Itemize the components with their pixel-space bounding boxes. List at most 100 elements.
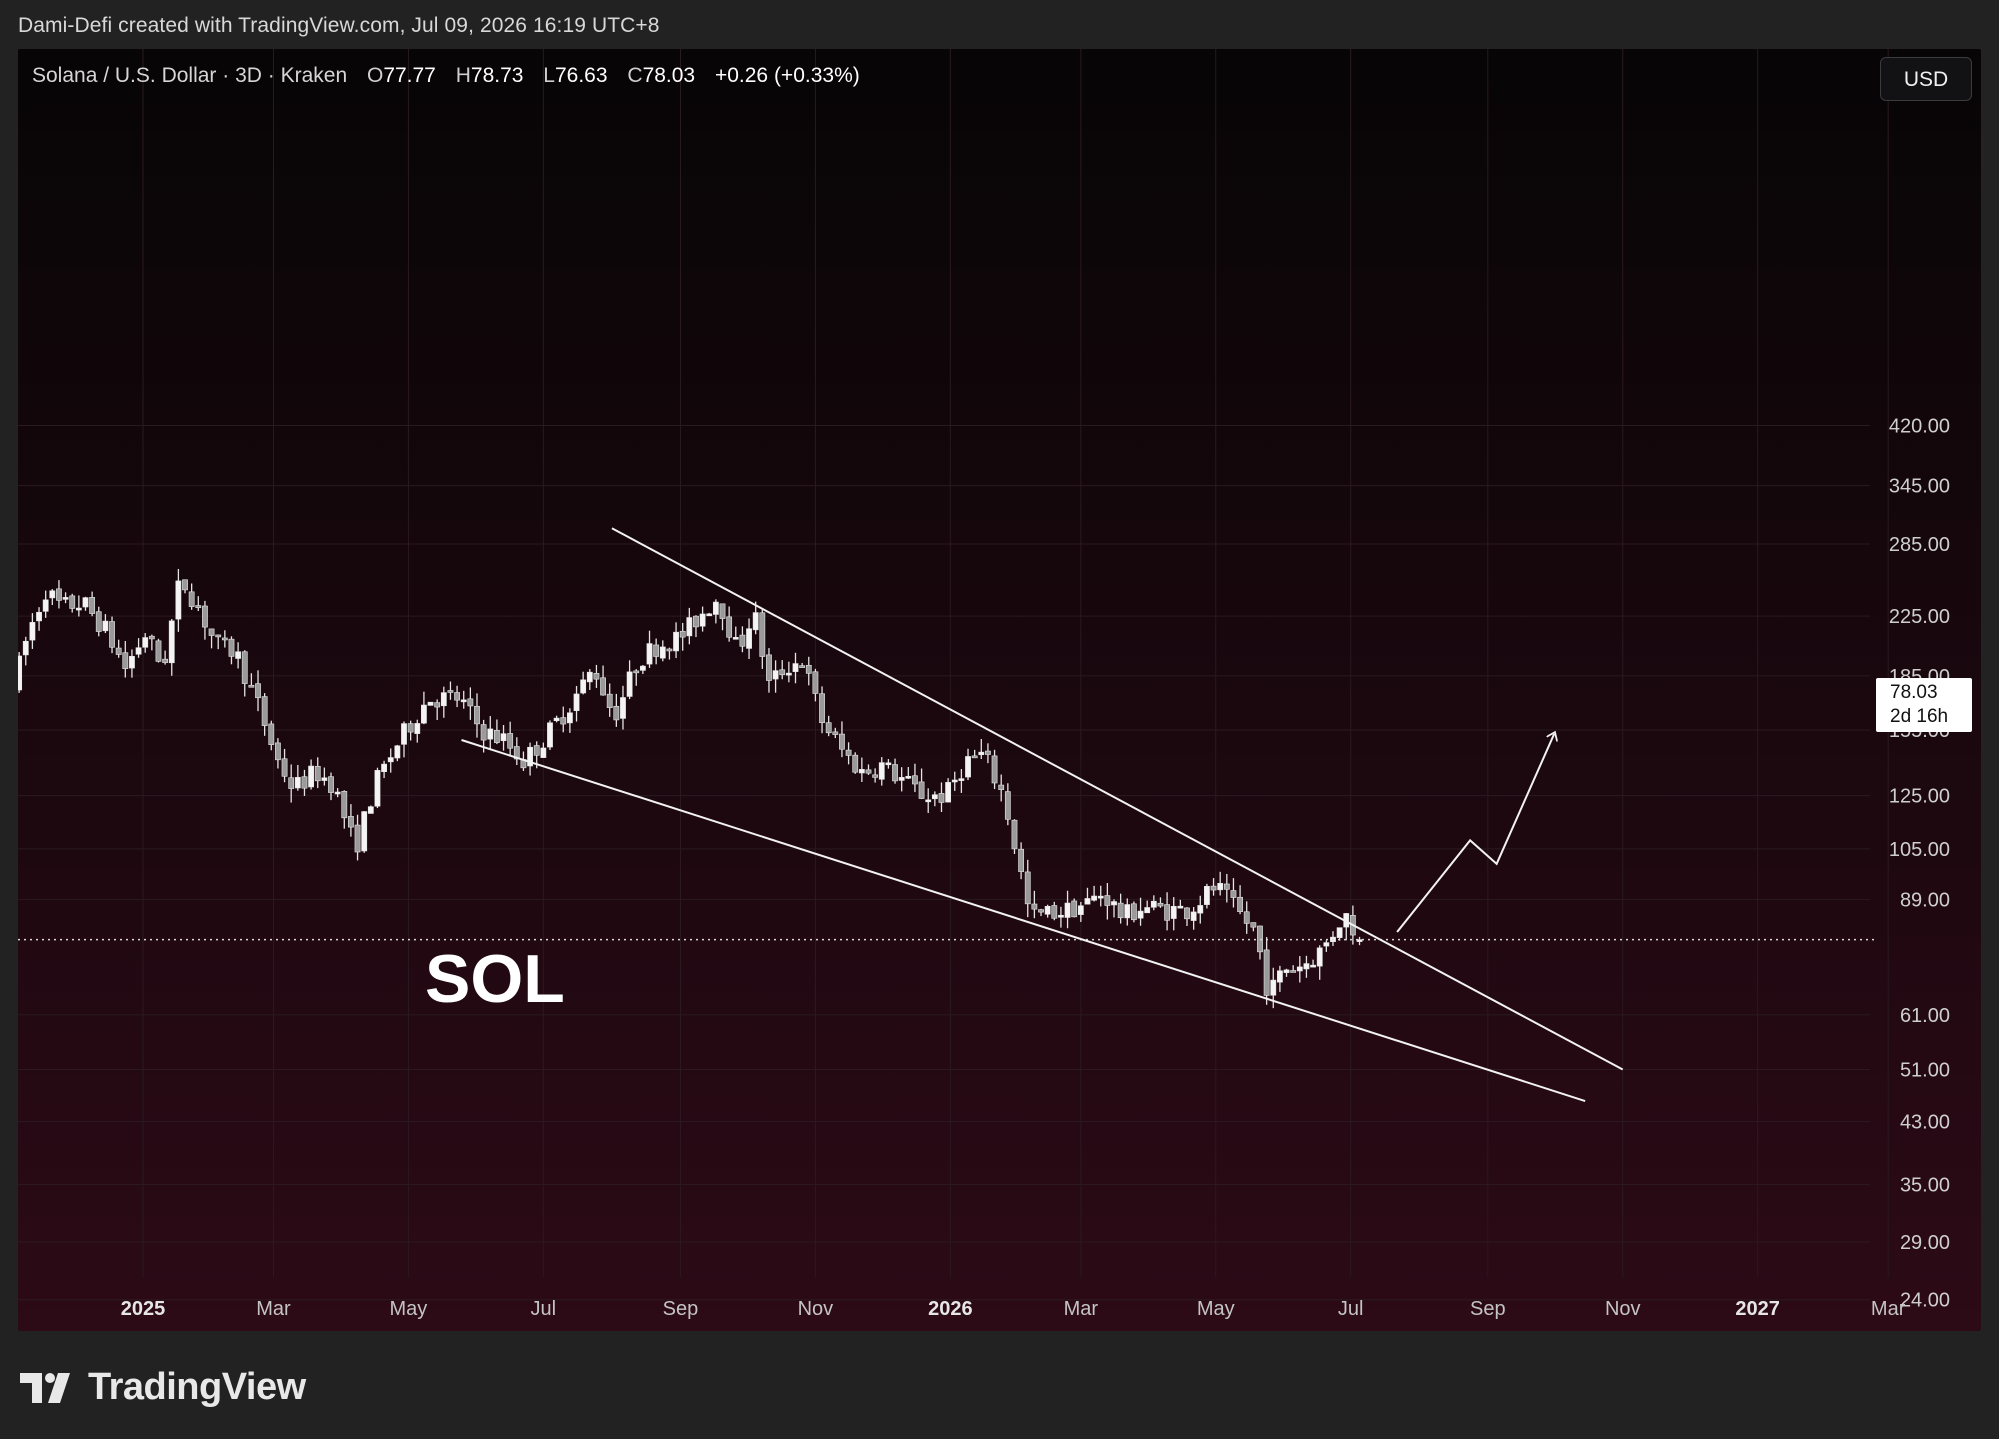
candle-body bbox=[440, 692, 447, 707]
candle-body bbox=[686, 617, 693, 637]
candle-body bbox=[825, 722, 832, 734]
candle-body bbox=[812, 671, 819, 694]
candles bbox=[18, 568, 1363, 1009]
candle-body bbox=[268, 723, 275, 745]
candle-body bbox=[772, 670, 779, 680]
candle-body bbox=[752, 612, 759, 631]
candle-body bbox=[261, 696, 268, 726]
candle-body bbox=[1310, 964, 1316, 968]
candle-body bbox=[792, 663, 799, 672]
x-tick-label: 2027 bbox=[1735, 1298, 1780, 1320]
price-chart[interactable]: 14.9017.5020.5024.0029.0035.0043.0051.00… bbox=[18, 49, 1981, 1331]
chart-background bbox=[18, 49, 1981, 1331]
candle-body bbox=[1270, 979, 1277, 996]
candle-body bbox=[547, 722, 553, 748]
candle-body bbox=[195, 605, 202, 609]
candle-body bbox=[613, 705, 620, 721]
candle-body bbox=[1104, 895, 1111, 906]
y-tick-label: 420.00 bbox=[1889, 416, 1950, 438]
candle-body bbox=[1257, 925, 1263, 953]
candle-body bbox=[606, 693, 613, 708]
candle-body bbox=[109, 621, 115, 648]
symbol-legend: Solana / U.S. Dollar · 3D · Kraken O77.7… bbox=[32, 64, 860, 88]
y-tick-label: 35.00 bbox=[1900, 1175, 1950, 1197]
candle-body bbox=[29, 622, 36, 641]
legend-open-label: O bbox=[366, 64, 384, 87]
candle-body bbox=[1223, 883, 1230, 890]
candle-body bbox=[221, 637, 228, 641]
candle-body bbox=[447, 690, 454, 693]
candle-body bbox=[18, 655, 23, 691]
candle-body bbox=[1290, 970, 1297, 973]
candle-body bbox=[925, 799, 932, 803]
candle-body bbox=[1077, 905, 1084, 915]
candle-body bbox=[706, 613, 713, 617]
candle-body bbox=[474, 705, 480, 725]
x-tick-label: Mar bbox=[1064, 1298, 1099, 1320]
candle-body bbox=[666, 648, 673, 652]
candle-body bbox=[1137, 910, 1144, 919]
candle-body bbox=[493, 729, 500, 743]
candle-body bbox=[1111, 901, 1117, 906]
candle-body bbox=[215, 634, 222, 638]
candle-body bbox=[361, 811, 368, 852]
y-tick-label: 24.00 bbox=[1900, 1290, 1950, 1312]
candle-body bbox=[759, 612, 766, 657]
candle-body bbox=[653, 644, 660, 657]
candle-body bbox=[593, 673, 600, 680]
candle-body bbox=[75, 607, 82, 611]
candle-body bbox=[1004, 791, 1011, 820]
candle-body bbox=[1276, 970, 1283, 983]
candle-body bbox=[36, 611, 42, 622]
projection-arrow bbox=[1396, 734, 1554, 933]
candle-body bbox=[1097, 895, 1104, 899]
candle-body bbox=[839, 733, 845, 750]
candle-body bbox=[633, 670, 640, 674]
candle-body bbox=[679, 630, 686, 638]
candle-body bbox=[620, 697, 626, 719]
legend-change: +0.26 (+0.33%) bbox=[714, 64, 860, 87]
currency-button[interactable]: USD bbox=[1880, 57, 1972, 101]
legend-open: 77.77 bbox=[383, 64, 436, 87]
candle-body bbox=[845, 749, 852, 756]
candle-body bbox=[586, 671, 593, 683]
chart-attribution: Dami-Defi created with TradingView.com, … bbox=[18, 14, 660, 37]
candle-body bbox=[1150, 900, 1157, 908]
candle-body bbox=[799, 665, 806, 668]
candle-body bbox=[354, 824, 361, 853]
candle-body bbox=[1018, 848, 1025, 872]
tradingview-brand[interactable]: TradingView bbox=[20, 1366, 306, 1409]
candle-body bbox=[460, 699, 467, 703]
x-tick-label: Mar bbox=[1871, 1298, 1906, 1320]
candle-body bbox=[892, 764, 898, 782]
candle-body bbox=[1038, 909, 1044, 913]
candle-body bbox=[878, 762, 885, 780]
last-price-value: 78.03 bbox=[1890, 682, 1938, 703]
candle-body bbox=[726, 616, 733, 638]
candle-body bbox=[228, 638, 235, 657]
chart-area[interactable]: 14.9017.5020.5024.0029.0035.0043.0051.00… bbox=[18, 49, 1981, 1331]
candle-body bbox=[626, 671, 633, 697]
x-tick-label: Jul bbox=[531, 1298, 557, 1320]
candle-body bbox=[401, 723, 407, 745]
y-tick-label: 29.00 bbox=[1900, 1232, 1950, 1254]
candle-body bbox=[22, 640, 29, 656]
candle-body bbox=[1084, 898, 1091, 905]
x-tick-label: Nov bbox=[798, 1298, 834, 1320]
legend-symbol: Solana / U.S. Dollar · 3D · Kraken bbox=[32, 64, 348, 87]
candle-body bbox=[1024, 871, 1031, 905]
time-axis[interactable]: 2025 Mar May Jul Sep Nov 2026 Mar May Jul Sep Nov 20… bbox=[121, 1298, 1906, 1320]
candle-body bbox=[1164, 904, 1170, 921]
candle-body bbox=[852, 754, 859, 773]
candle-body bbox=[334, 791, 341, 795]
candle-body bbox=[427, 701, 434, 706]
candle-body bbox=[513, 746, 520, 760]
candle-body bbox=[168, 620, 175, 664]
candle-body bbox=[241, 651, 248, 684]
candle-body bbox=[89, 597, 96, 614]
candle-body bbox=[958, 778, 965, 781]
candle-body bbox=[865, 769, 872, 774]
candle-body bbox=[188, 591, 195, 607]
drawings bbox=[18, 527, 1876, 1102]
candle-body bbox=[115, 647, 122, 655]
